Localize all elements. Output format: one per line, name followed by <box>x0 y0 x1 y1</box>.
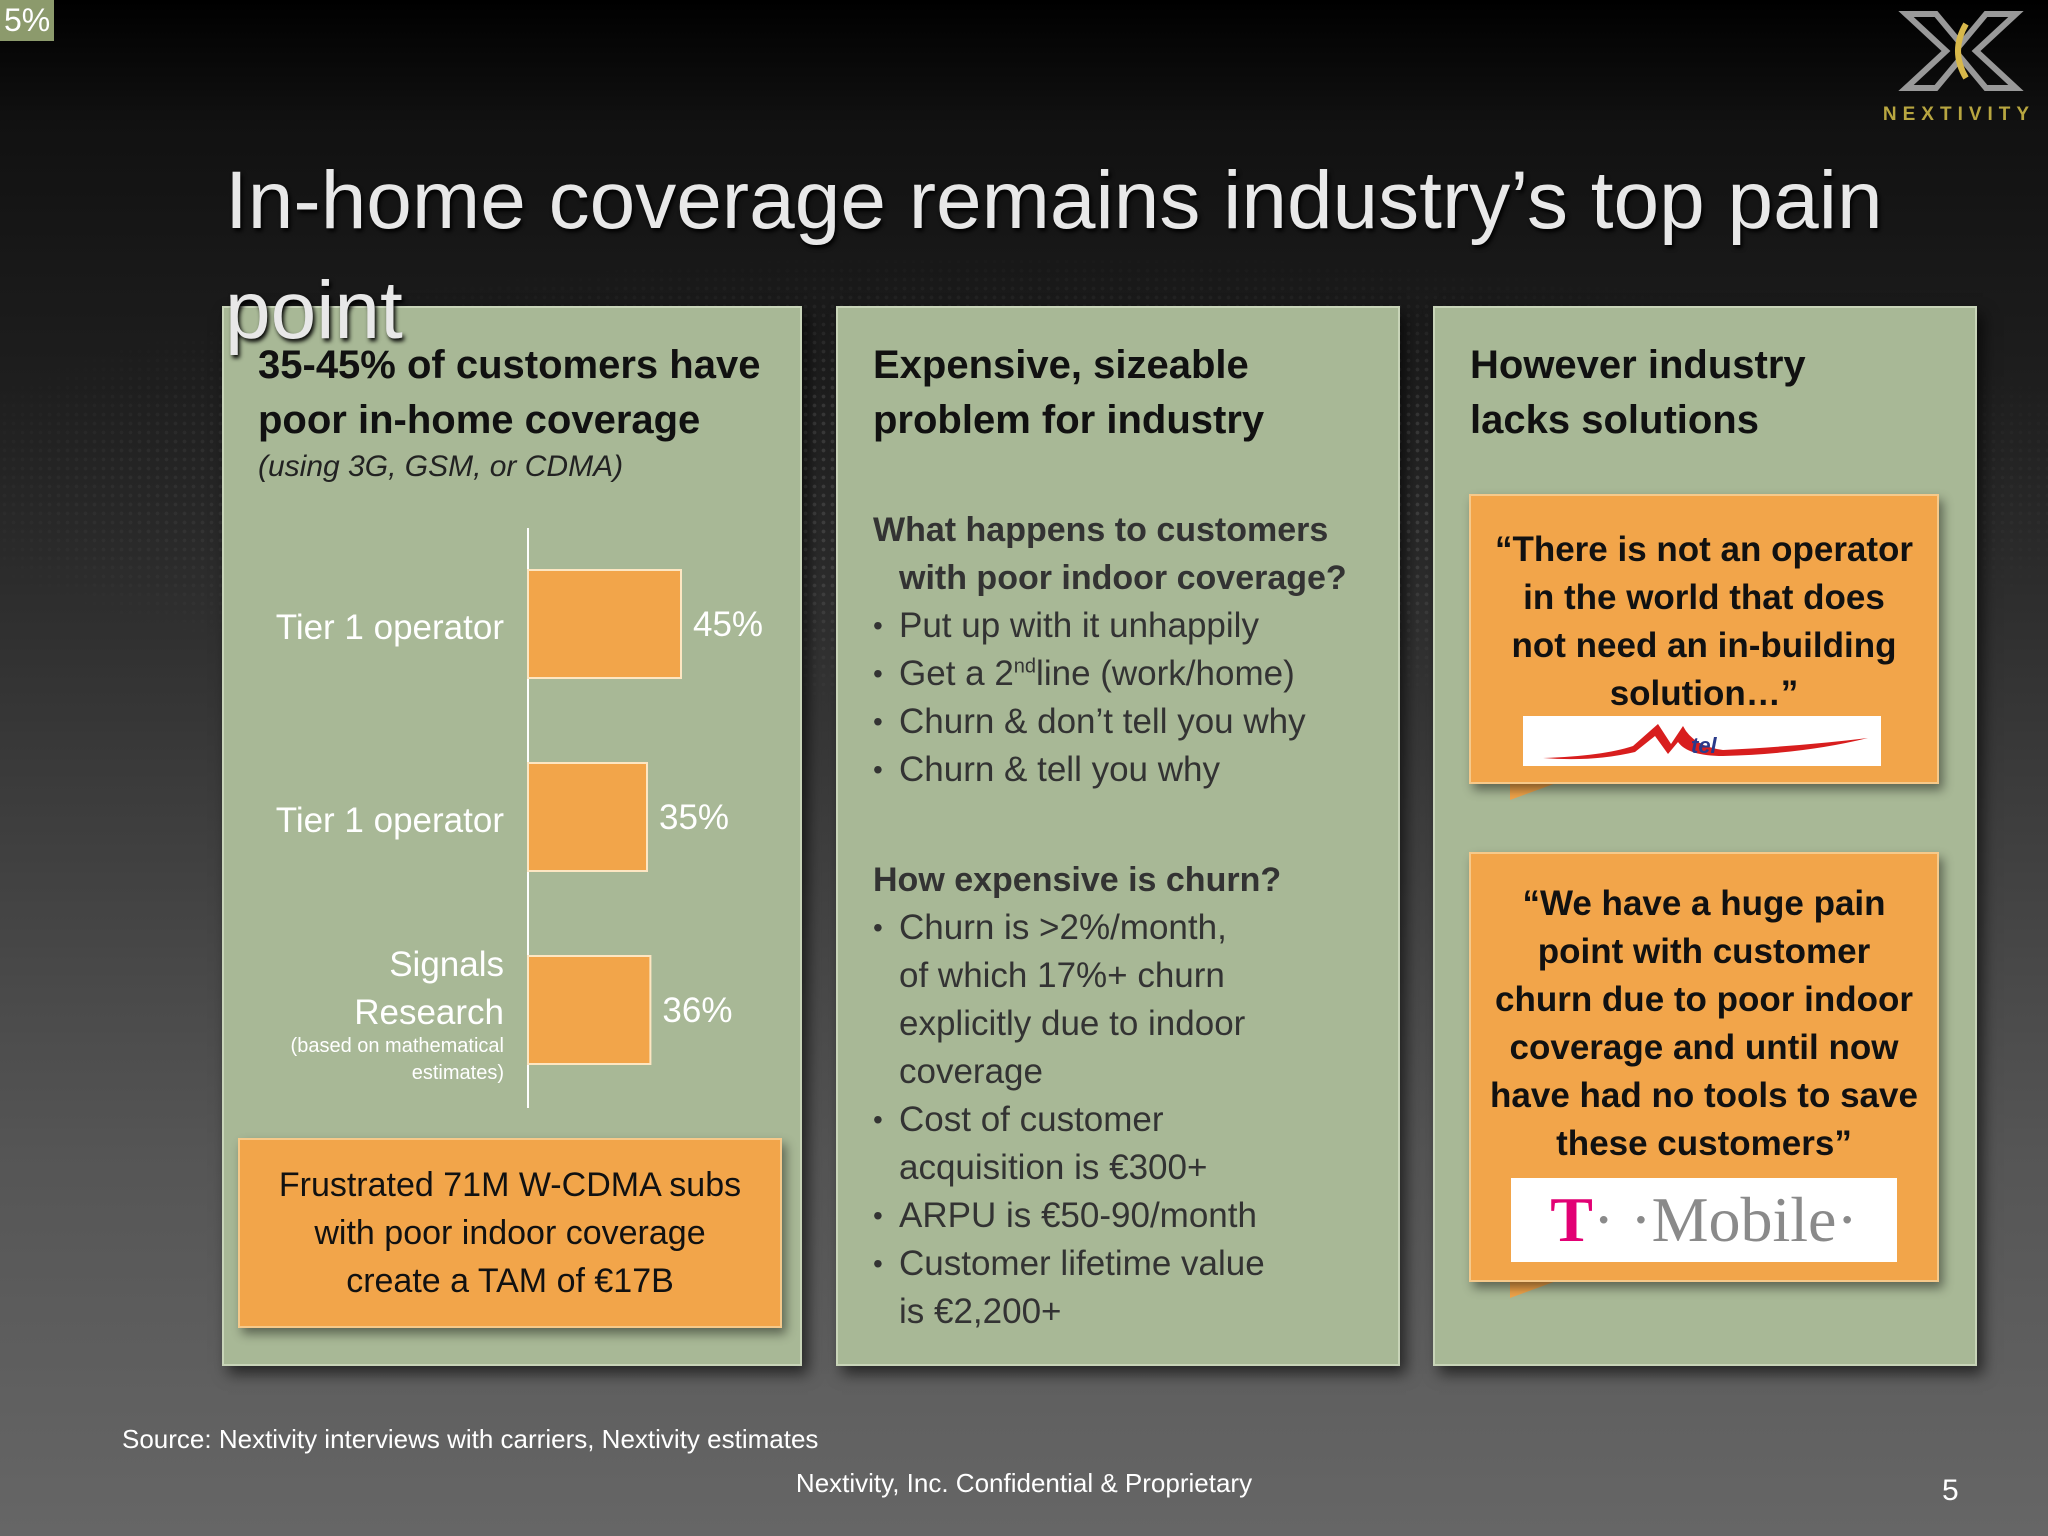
panel-problem-heading-1: Expensive, sizeable <box>873 343 1249 387</box>
list-item: Churn is >2%/month, of which 17%+ churn … <box>873 904 1373 1096</box>
quote-line: churn due to poor indoor <box>1494 980 1913 1019</box>
question-1-answers: Put up with it unhappily Get a 2ndline (… <box>873 602 1373 794</box>
mtel-logo-mark <box>1543 724 1868 760</box>
nextivity-logo: NEXTIVITY <box>1860 6 2048 126</box>
question-1-line-2: with poor indoor coverage? <box>899 559 1347 597</box>
corner-tag: 5% <box>0 0 55 41</box>
list-item: Churn & tell you why <box>873 746 1373 794</box>
list-item: ARPU is €50-90/month <box>873 1192 1373 1240</box>
bar-label-2: Tier 1 operator <box>275 801 504 840</box>
bar-label-3: Signals Research <box>354 945 504 1032</box>
quote-line: not need an in-building <box>1511 626 1897 665</box>
list-item-line: is €2,200+ <box>899 1292 1062 1331</box>
bar-label-1: Tier 1 operator <box>275 608 504 647</box>
nextivity-logo-mark <box>1898 11 2024 91</box>
list-item-text: line (work/home) <box>1036 654 1295 693</box>
chart-bar <box>527 569 682 679</box>
panel-solutions-heading-1: However industry <box>1470 343 1806 387</box>
question-2: How expensive is churn? <box>873 861 1282 899</box>
quote-line: have had no tools to save <box>1490 1076 1918 1115</box>
tam-line-2: with poor indoor coverage <box>314 1214 706 1252</box>
panel-solutions-heading-2: lacks solutions <box>1470 398 1759 442</box>
list-item-line: Cost of customer <box>899 1100 1164 1139</box>
mtel-logo: tel <box>1523 716 1881 766</box>
quote-mtel: “There is not an operator in the world t… <box>1469 494 1939 784</box>
list-item-line: Customer lifetime value <box>899 1244 1265 1283</box>
quote-line: solution…” <box>1609 674 1799 713</box>
panel-coverage-heading-2: poor in-home coverage <box>258 398 701 442</box>
list-item-text: Get a 2 <box>899 654 1014 693</box>
tmobile-logo-text: T· ·Mobile· <box>1511 1178 1897 1262</box>
quote-line: coverage and until now <box>1509 1028 1899 1067</box>
tmobile-logo-word: · ·Mobile· <box>1592 1184 1858 1255</box>
chart-value-label: 45% <box>693 605 763 644</box>
chart-bar <box>527 762 648 872</box>
page-title: In-home coverage remains industry’s top … <box>225 155 1883 356</box>
tmobile-logo: T· ·Mobile· <box>1511 1178 1897 1262</box>
list-item-line: acquisition is €300+ <box>899 1148 1208 1187</box>
panel-problem-heading-2: problem for industry <box>873 398 1265 442</box>
bar-label-3-note: (based on mathematical estimates) <box>290 1035 504 1084</box>
tam-line-3: create a TAM of €17B <box>346 1262 674 1300</box>
chart-bar <box>527 955 652 1065</box>
tam-callout: Frustrated 71M W-CDMA subs with poor ind… <box>238 1138 782 1328</box>
list-item: Get a 2ndline (work/home) <box>873 650 1373 698</box>
quote-tmobile: “We have a huge pain point with customer… <box>1469 852 1939 1282</box>
quote-line: point with customer <box>1537 932 1871 971</box>
quote-line: “There is not an operator <box>1494 530 1914 569</box>
list-item: Cost of customer acquisition is €300+ <box>873 1096 1373 1192</box>
chart-value-label: 35% <box>659 798 729 837</box>
chart-value-label: 36% <box>662 991 732 1030</box>
list-item: Put up with it unhappily <box>873 602 1373 650</box>
list-item-line: ARPU is €50-90/month <box>899 1196 1257 1235</box>
quote-line: “We have a huge pain <box>1522 884 1886 923</box>
panel-coverage-subheading: (using 3G, GSM, or CDMA) <box>258 450 624 483</box>
list-item: Customer lifetime value is €2,200+ <box>873 1240 1373 1336</box>
list-item-line: Churn is >2%/month, <box>899 908 1227 947</box>
list-item: Churn & don’t tell you why <box>873 698 1373 746</box>
tmobile-logo-t: T <box>1550 1184 1593 1255</box>
list-item-line: of which 17%+ churn <box>899 956 1225 995</box>
list-item-line: explicitly due to indoor <box>899 1004 1246 1043</box>
question-2-answers: Churn is >2%/month, of which 17%+ churn … <box>873 904 1373 1336</box>
footer: Nextivity, Inc. Confidential & Proprieta… <box>795 1468 1253 1498</box>
list-item-line: coverage <box>899 1052 1043 1091</box>
tam-line-1: Frustrated 71M W-CDMA subs <box>278 1166 742 1204</box>
question-1-line-1: What happens to customers <box>873 511 1329 549</box>
panel-coverage-heading-1: 35-45% of customers have <box>258 343 761 387</box>
mtel-logo-text: tel <box>1691 733 1717 758</box>
logo-text: NEXTIVITY <box>1882 104 2036 125</box>
ordinal-suffix: nd <box>1013 655 1037 678</box>
page-number: 5 <box>1942 1474 1959 1507</box>
source-note: Source: Nextivity interviews with carrie… <box>122 1424 819 1454</box>
quote-line: these customers” <box>1556 1124 1852 1163</box>
quote-line: in the world that does <box>1523 578 1885 617</box>
